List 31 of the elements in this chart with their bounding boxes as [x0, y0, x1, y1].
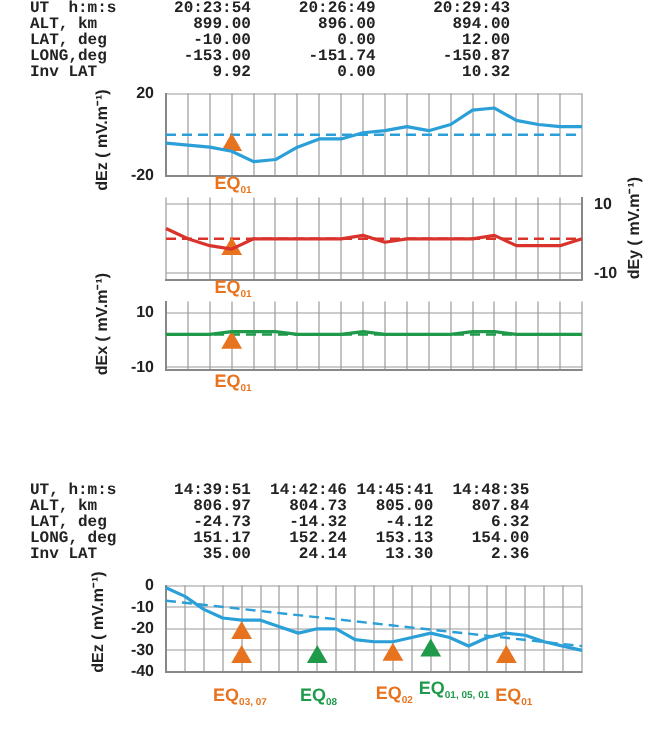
text: LONG, deg 151.17 152.24 153.13 154.00 [30, 530, 530, 548]
y-tick-label: -20 [130, 166, 156, 185]
text: Inv LAT 35.00 24.14 13.30 2.36 [30, 546, 530, 564]
y-axis-title: dEx ( mV.m⁻¹) [91, 272, 111, 376]
point [495, 644, 517, 663]
y2-tick-label: -10 [594, 263, 619, 282]
point [231, 644, 253, 663]
point [382, 642, 404, 661]
y2-axis-title: dEy ( mV.m⁻¹) [623, 176, 643, 280]
y-tick-label: 10 [136, 302, 156, 321]
y2-tick-label: 10 [594, 194, 613, 213]
text: UT, h:m:s 14:39:51 14:42:46 14:45:41 14:48:35 [30, 482, 530, 500]
y-tick-label: -20 [130, 619, 156, 638]
text: LAT, deg -10.00 0.00 12.00 [30, 32, 511, 50]
text: ALT, km 899.00 896.00 894.00 [30, 16, 511, 34]
y-axis-title: dEz ( mV.m⁻¹) [91, 89, 111, 191]
y-tick-label: 20 [136, 84, 156, 103]
text: LONG,deg -153.00 -151.74 -150.87 [30, 48, 511, 66]
y-tick-label: -30 [130, 640, 156, 659]
y-axis-title: dEz ( mV.m⁻¹) [87, 571, 107, 673]
point [420, 638, 442, 657]
y-tick-label: -10 [130, 357, 156, 376]
text: UT h:m:s 20:23:54 20:26:49 20:29:43 [30, 0, 511, 18]
text: ALT, km 806.97 804.73 805.00 807.84 [30, 498, 530, 516]
text: Inv LAT 9.92 0.00 10.32 [30, 64, 511, 82]
y-tick-label: -40 [130, 662, 156, 681]
point [306, 644, 328, 663]
y-tick-label: 0 [145, 576, 156, 595]
point [231, 621, 253, 640]
text: LAT, deg -24.73 -14.32 -4.12 6.32 [30, 514, 530, 532]
y-tick-label: -10 [130, 597, 156, 616]
